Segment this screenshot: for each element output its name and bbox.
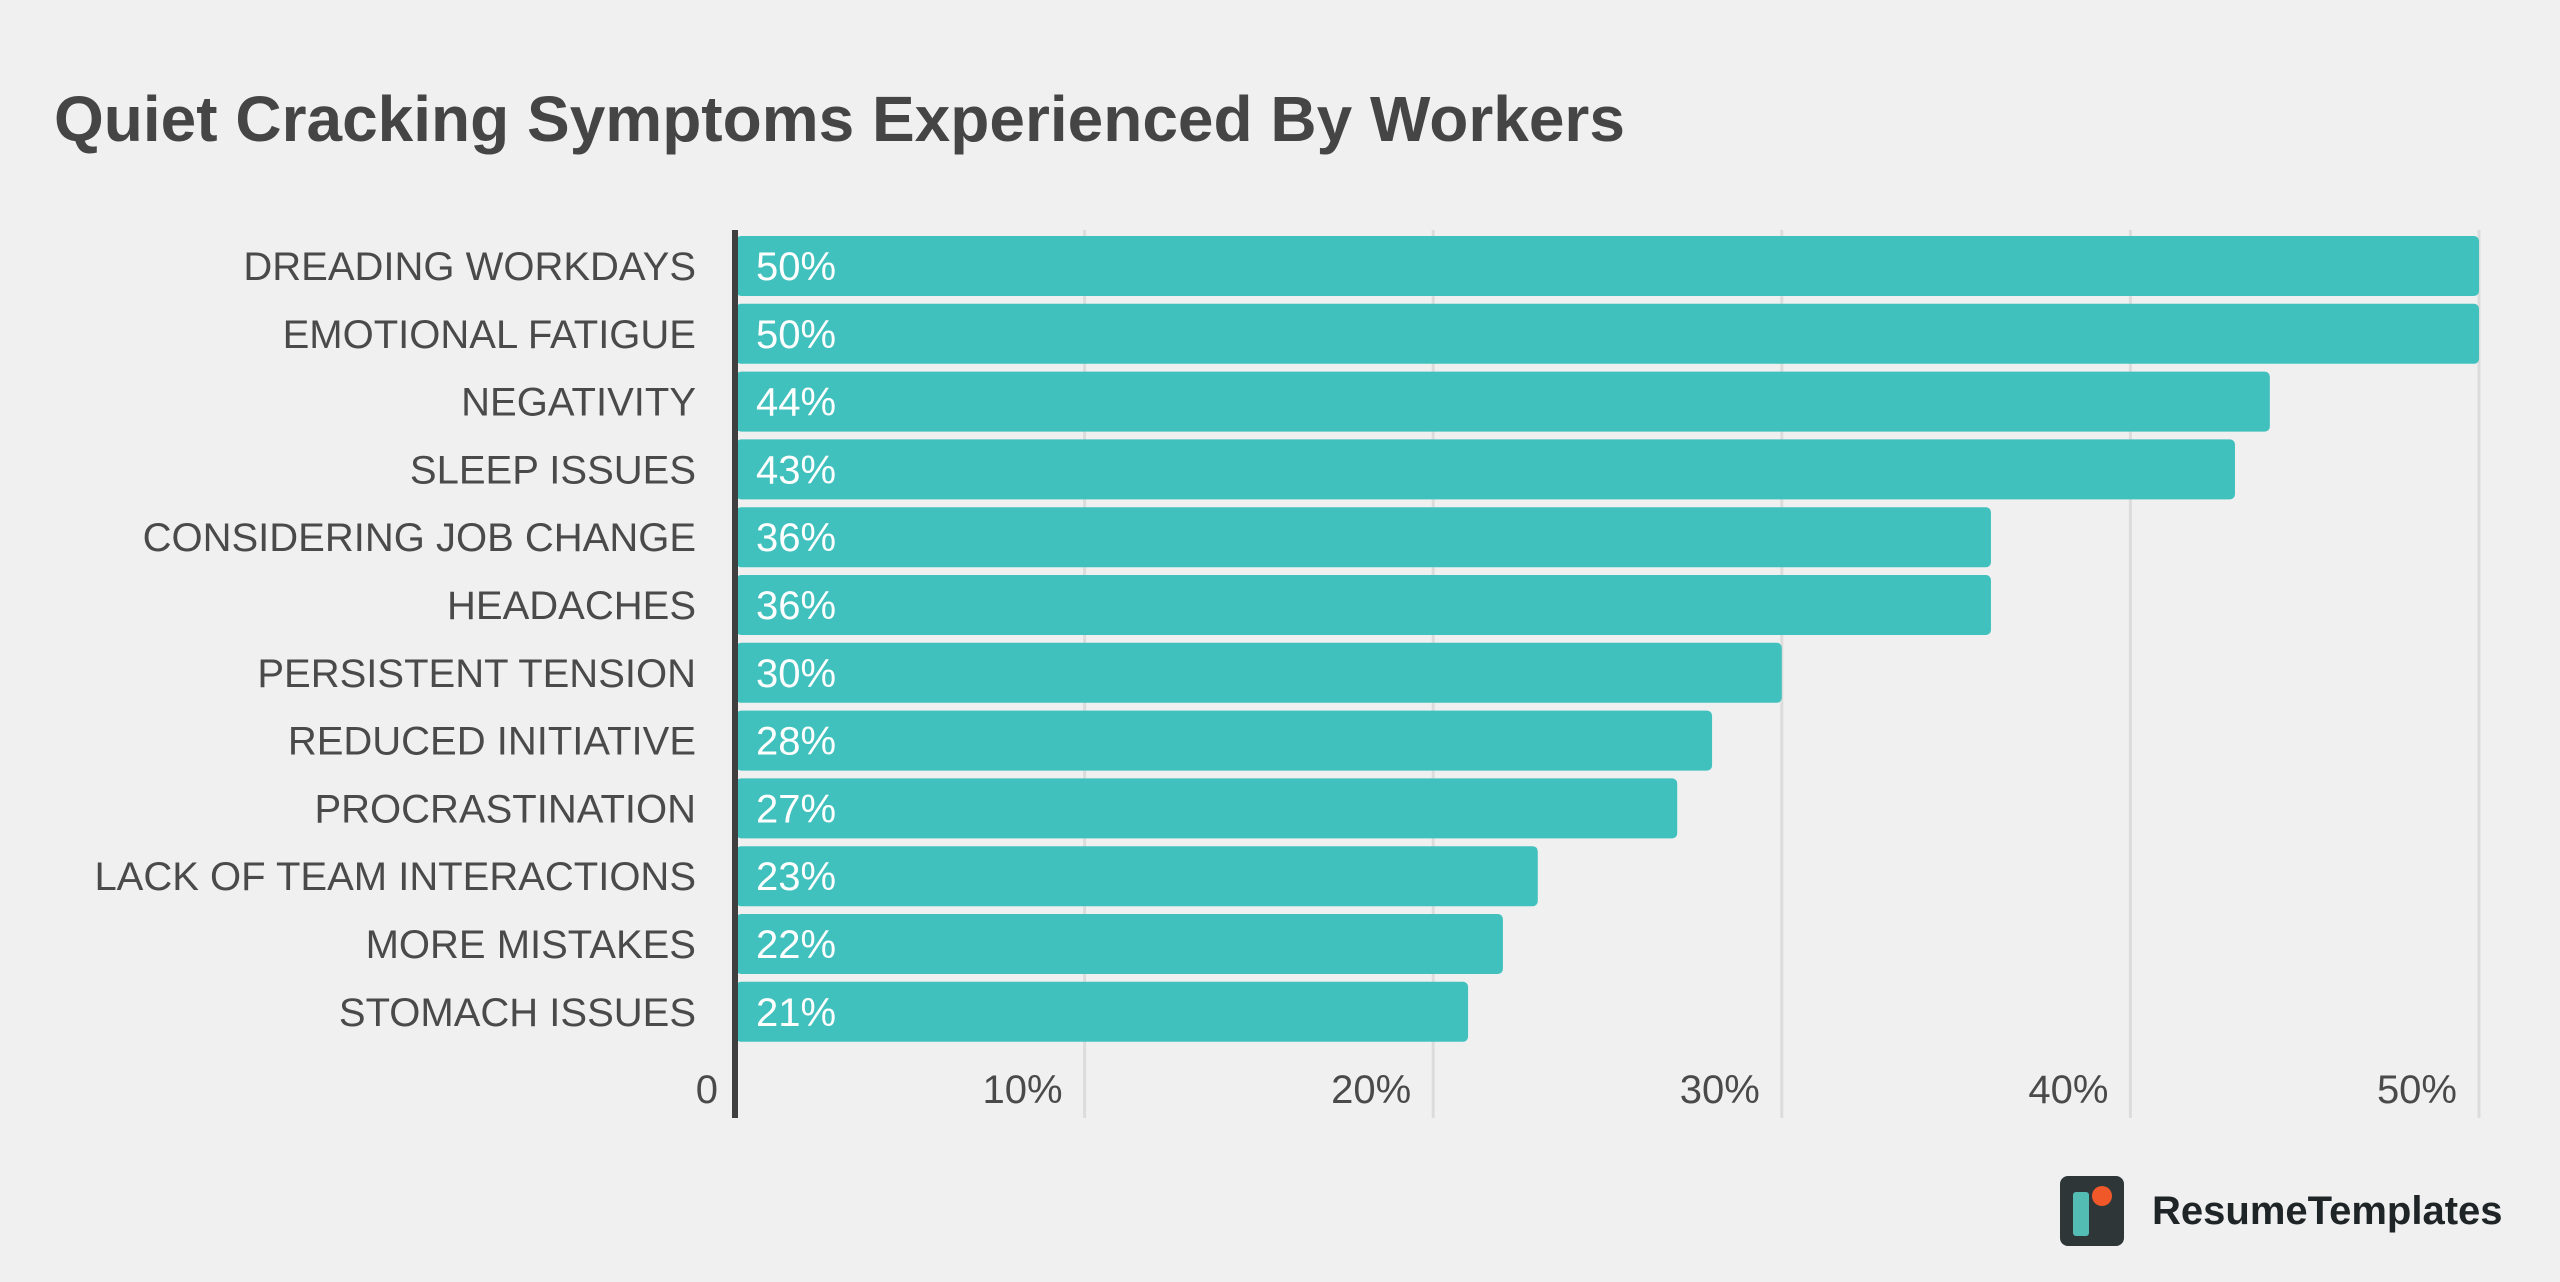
brand-name: ResumeTemplates (2152, 1188, 2503, 1233)
category-label: CONSIDERING JOB CHANGE (143, 516, 696, 560)
resume-templates-logo-icon (2060, 1176, 2124, 1246)
bar (736, 236, 2479, 296)
bar (736, 371, 2270, 432)
bar (736, 914, 1503, 974)
category-label: LACK OF TEAM INTERACTIONS (94, 855, 696, 899)
bar (736, 710, 1713, 771)
bars (736, 236, 2479, 1042)
bar (736, 439, 2235, 500)
bar-value-label: 50% (756, 245, 836, 289)
bar-value-label: 27% (756, 787, 836, 831)
bar (736, 846, 1538, 907)
value-labels: 50% 50% 44% 43% 36% 36% 30% 28% 27% 23% 22% 21% (756, 245, 836, 1035)
bar-value-label: 43% (756, 448, 836, 492)
x-axis-ticks: 0 10% 20% 30% 40% 50% (696, 1068, 2457, 1112)
bar (736, 507, 1991, 568)
category-labels: DREADING WORKDAYS EMOTIONAL FATIGUE NEGATI… (94, 245, 696, 1035)
bar-value-label: 50% (756, 313, 836, 357)
x-tick-label: 40% (2028, 1068, 2108, 1112)
bar-value-label: 44% (756, 381, 836, 425)
bar (736, 778, 1678, 839)
bar-value-label: 30% (756, 652, 836, 696)
category-label: PROCRASTINATION (314, 787, 696, 831)
brand-logo: ResumeTemplates (2060, 1176, 2503, 1246)
bar (736, 642, 1782, 703)
bar-value-label: 22% (756, 923, 836, 967)
bar-value-label: 28% (756, 720, 836, 764)
category-label: EMOTIONAL FATIGUE (283, 313, 696, 357)
x-tick-label: 50% (2377, 1068, 2457, 1112)
category-label: MORE MISTAKES (366, 923, 696, 967)
chart-title: Quiet Cracking Symptoms Experienced By W… (54, 83, 1625, 155)
bar (736, 303, 2479, 364)
x-tick-label: 0 (696, 1068, 718, 1112)
bar-value-label: 21% (756, 991, 836, 1035)
category-label: PERSISTENT TENSION (257, 652, 696, 696)
category-label: STOMACH ISSUES (339, 991, 696, 1035)
bar-value-label: 36% (756, 516, 836, 560)
category-label: DREADING WORKDAYS (243, 245, 696, 289)
category-label: HEADACHES (447, 584, 696, 628)
x-tick-label: 20% (1331, 1068, 1411, 1112)
x-tick-label: 10% (983, 1068, 1063, 1112)
category-label: REDUCED INITIATIVE (288, 720, 696, 764)
x-tick-label: 30% (1680, 1068, 1760, 1112)
bar-value-label: 23% (756, 855, 836, 899)
bar (736, 575, 1991, 635)
category-label: NEGATIVITY (461, 381, 696, 425)
category-label: SLEEP ISSUES (410, 448, 696, 492)
bar-value-label: 36% (756, 584, 836, 628)
bar (736, 981, 1469, 1042)
